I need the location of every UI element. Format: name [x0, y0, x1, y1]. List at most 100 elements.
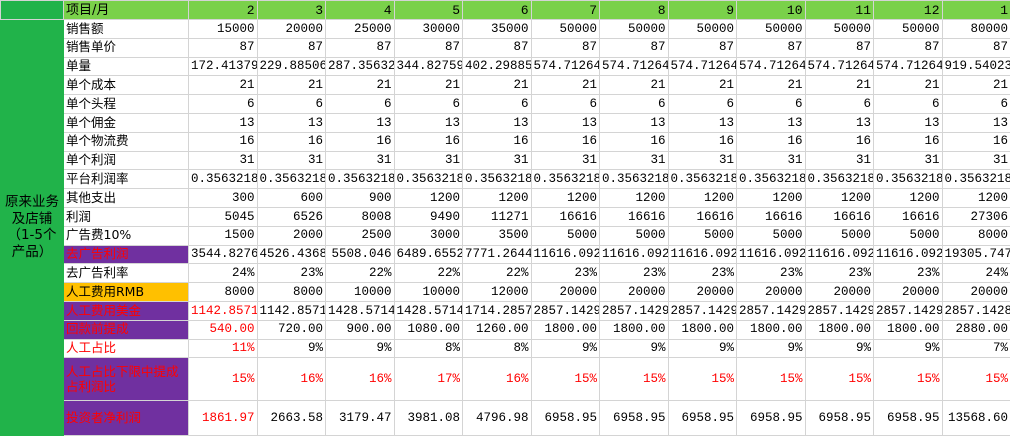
value-cell: 87 — [737, 38, 806, 57]
value-cell: 21 — [257, 76, 326, 95]
value-cell: 16 — [942, 132, 1010, 151]
value-cell: 8000 — [257, 283, 326, 302]
value-cell: 31 — [531, 151, 600, 170]
value-cell: 402.29885 — [463, 57, 532, 76]
value-cell: 574.71264 — [805, 57, 874, 76]
value-cell: 20000 — [668, 283, 737, 302]
value-cell: 2663.58 — [257, 401, 326, 436]
value-cell: 16% — [463, 358, 532, 401]
value-cell: 87 — [394, 38, 463, 57]
value-cell: 1861.97 — [189, 401, 258, 436]
row-label: 单个物流费 — [64, 132, 189, 151]
value-cell: 31 — [737, 151, 806, 170]
value-cell: 87 — [189, 38, 258, 57]
value-cell: 15% — [189, 358, 258, 401]
value-cell: 1200 — [874, 189, 943, 208]
value-cell: 16 — [668, 132, 737, 151]
value-cell: 15% — [600, 358, 669, 401]
value-cell: 21 — [189, 76, 258, 95]
value-cell: 900.00 — [326, 320, 395, 339]
value-cell: 6958.95 — [874, 401, 943, 436]
value-cell: 600 — [257, 189, 326, 208]
value-cell: 9% — [257, 339, 326, 358]
value-cell: 0.3563218 — [394, 170, 463, 189]
value-cell: 900 — [326, 189, 395, 208]
month-header: 5 — [394, 1, 463, 20]
value-cell: 80000 — [942, 20, 1010, 39]
value-cell: 1200 — [737, 189, 806, 208]
value-cell: 24% — [189, 264, 258, 283]
value-cell: 20000 — [600, 283, 669, 302]
value-cell: 0.3563218 — [600, 170, 669, 189]
value-cell: 2857.1429 — [737, 301, 806, 320]
value-cell: 9% — [737, 339, 806, 358]
value-cell: 16 — [189, 132, 258, 151]
value-cell: 9% — [668, 339, 737, 358]
value-cell: 23% — [874, 264, 943, 283]
value-cell: 20000 — [874, 283, 943, 302]
value-cell: 50000 — [805, 20, 874, 39]
value-cell: 15% — [737, 358, 806, 401]
value-cell: 27306 — [942, 207, 1010, 226]
value-cell: 2000 — [257, 226, 326, 245]
value-cell: 87 — [257, 38, 326, 57]
value-cell: 9% — [531, 339, 600, 358]
value-cell: 6 — [600, 95, 669, 114]
value-cell: 1200 — [805, 189, 874, 208]
value-cell: 8000 — [189, 283, 258, 302]
value-cell: 287.35632 — [326, 57, 395, 76]
value-cell: 6 — [942, 95, 1010, 114]
value-cell: 31 — [394, 151, 463, 170]
value-cell: 0.3563218 — [463, 170, 532, 189]
value-cell: 13568.60 — [942, 401, 1010, 436]
value-cell: 16616 — [668, 207, 737, 226]
value-cell: 20000 — [942, 283, 1010, 302]
value-cell: 13 — [737, 113, 806, 132]
row-label: 回款前提成 — [64, 320, 189, 339]
row-label: 其他支出 — [64, 189, 189, 208]
value-cell: 2857.1429 — [600, 301, 669, 320]
value-cell: 22% — [326, 264, 395, 283]
value-cell: 16616 — [805, 207, 874, 226]
value-cell: 344.82759 — [394, 57, 463, 76]
value-cell: 21 — [668, 76, 737, 95]
value-cell: 15% — [942, 358, 1010, 401]
month-header: 10 — [737, 1, 806, 20]
row-label: 利润 — [64, 207, 189, 226]
month-header: 7 — [531, 1, 600, 20]
value-cell: 1200 — [600, 189, 669, 208]
value-cell: 21 — [942, 76, 1010, 95]
value-cell: 172.41379 — [189, 57, 258, 76]
value-cell: 574.71264 — [737, 57, 806, 76]
month-header: 3 — [257, 1, 326, 20]
value-cell: 540.00 — [189, 320, 258, 339]
value-cell: 30000 — [394, 20, 463, 39]
month-header: 11 — [805, 1, 874, 20]
value-cell: 8% — [463, 339, 532, 358]
value-cell: 21 — [326, 76, 395, 95]
month-header: 12 — [874, 1, 943, 20]
value-cell: 23% — [737, 264, 806, 283]
value-cell: 5000 — [737, 226, 806, 245]
value-cell: 9% — [805, 339, 874, 358]
month-header: 4 — [326, 1, 395, 20]
row-label: 单个利润 — [64, 151, 189, 170]
value-cell: 0.3563218 — [668, 170, 737, 189]
value-cell: 13 — [326, 113, 395, 132]
value-cell: 1714.2857 — [463, 301, 532, 320]
value-cell: 4526.4368 — [257, 245, 326, 264]
value-cell: 12000 — [463, 283, 532, 302]
value-cell: 35000 — [463, 20, 532, 39]
value-cell: 7% — [942, 339, 1010, 358]
value-cell: 6 — [189, 95, 258, 114]
value-cell: 2857.1429 — [668, 301, 737, 320]
value-cell: 10000 — [326, 283, 395, 302]
value-cell: 5508.046 — [326, 245, 395, 264]
